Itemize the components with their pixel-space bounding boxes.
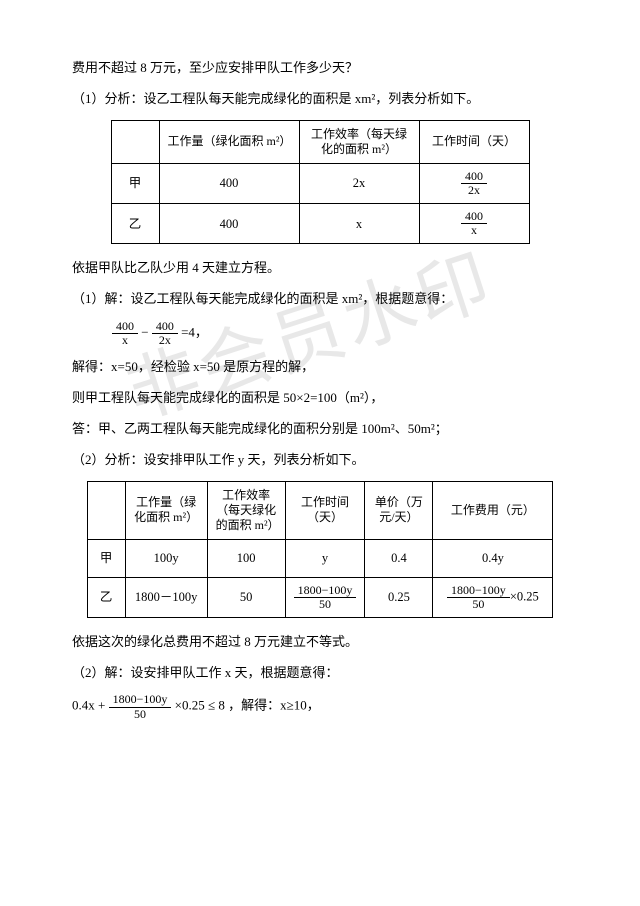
solve-1-line2: 解得：x=50，经检验 x=50 是原方程的解， bbox=[72, 357, 568, 378]
t1-r1-rate: x bbox=[299, 203, 419, 243]
t2-b-amount: 1800－100y bbox=[125, 577, 207, 617]
t1-r0-amount: 400 bbox=[159, 163, 299, 203]
equation-1: 400x − 4002x =4， bbox=[72, 320, 568, 347]
t2-b-label: 乙 bbox=[87, 577, 125, 617]
t2-a-price: 0.4 bbox=[365, 539, 433, 577]
t1-h2: 工作效率（每天绿化的面积 m²） bbox=[299, 120, 419, 163]
t2-b-time: 1800−100y50 bbox=[285, 577, 365, 617]
t2-h1: 工作量（绿化面积 m²） bbox=[125, 481, 207, 539]
t1-r1-amount: 400 bbox=[159, 203, 299, 243]
t2-a-rate: 100 bbox=[207, 539, 285, 577]
t2-b-rate: 50 bbox=[207, 577, 285, 617]
t2-h2: 工作效率（每天绿化的面积 m²） bbox=[207, 481, 285, 539]
basis-1: 依据甲队比乙队少用 4 天建立方程。 bbox=[72, 258, 568, 279]
basis-2: 依据这次的绿化总费用不超过 8 万元建立不等式。 bbox=[72, 632, 568, 653]
t2-b-price: 0.25 bbox=[365, 577, 433, 617]
t2-a-amount: 100y bbox=[125, 539, 207, 577]
table-row: 乙 400 x 400x bbox=[111, 203, 529, 243]
t1-h0 bbox=[111, 120, 159, 163]
t1-r0-time: 4002x bbox=[419, 163, 529, 203]
t2-h3: 工作时间（天） bbox=[285, 481, 365, 539]
solve-1-answer: 答：甲、乙两工程队每天能完成绿化的面积分别是 100m²、50m²； bbox=[72, 419, 568, 440]
t2-a-cost: 0.4y bbox=[433, 539, 553, 577]
t2-a-time: y bbox=[285, 539, 365, 577]
t1-r1-label: 乙 bbox=[111, 203, 159, 243]
t2-h5: 工作费用（元） bbox=[433, 481, 553, 539]
table-row: 甲 400 2x 4002x bbox=[111, 163, 529, 203]
t1-r1-time: 400x bbox=[419, 203, 529, 243]
question-text: 费用不超过 8 万元，至少应安排甲队工作多少天？ bbox=[72, 58, 568, 79]
solve-1-label: （1）解：设乙工程队每天能完成绿化的面积是 xm²，根据题意得： bbox=[72, 289, 568, 310]
solve-1-line3: 则甲工程队每天能完成绿化的面积是 50×2=100（m²）， bbox=[72, 388, 568, 409]
table-row: 甲 100y 100 y 0.4 0.4y bbox=[87, 539, 553, 577]
table-2: 工作量（绿化面积 m²） 工作效率（每天绿化的面积 m²） 工作时间（天） 单价… bbox=[87, 481, 554, 618]
t2-a-label: 甲 bbox=[87, 539, 125, 577]
solve-2-label: （2）解：设安排甲队工作 x 天，根据题意得： bbox=[72, 663, 568, 684]
table-1: 工作量（绿化面积 m²） 工作效率（每天绿化的面积 m²） 工作时间（天） 甲 … bbox=[111, 120, 530, 245]
t1-h1: 工作量（绿化面积 m²） bbox=[159, 120, 299, 163]
equation-2: 0.4x + 1800−100y50 ×0.25 ≤ 8 ，解得：x≥10， bbox=[72, 693, 568, 720]
t1-r0-rate: 2x bbox=[299, 163, 419, 203]
document-body: 费用不超过 8 万元，至少应安排甲队工作多少天？ （1）分析：设乙工程队每天能完… bbox=[72, 58, 568, 721]
t2-h0 bbox=[87, 481, 125, 539]
t1-r0-label: 甲 bbox=[111, 163, 159, 203]
table-row: 乙 1800－100y 50 1800−100y50 0.25 1800−100… bbox=[87, 577, 553, 617]
analysis-1-label: （1）分析：设乙工程队每天能完成绿化的面积是 xm²，列表分析如下。 bbox=[72, 89, 568, 110]
t1-h3: 工作时间（天） bbox=[419, 120, 529, 163]
t2-b-cost: 1800−100y50×0.25 bbox=[433, 577, 553, 617]
t2-h4: 单价（万元/天） bbox=[365, 481, 433, 539]
analysis-2-label: （2）分析：设安排甲队工作 y 天，列表分析如下。 bbox=[72, 450, 568, 471]
